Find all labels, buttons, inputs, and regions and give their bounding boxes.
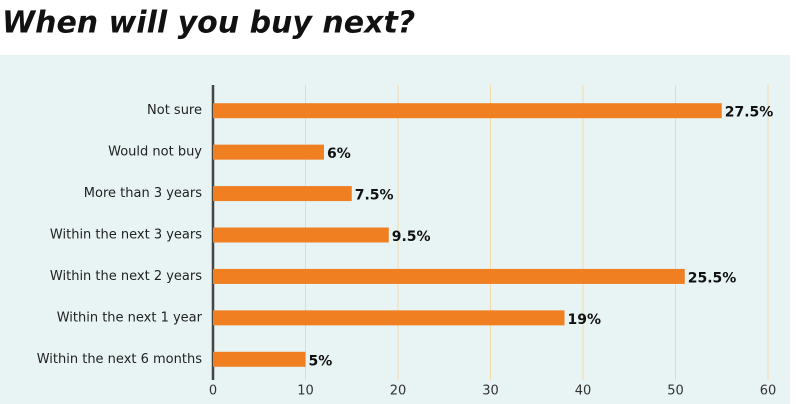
x-tick-label: 30 [482, 384, 499, 399]
x-tick-label: 40 [575, 384, 592, 399]
bar [213, 144, 324, 160]
bar [213, 103, 722, 119]
category-label: Not sure [147, 103, 202, 118]
x-tick-label: 50 [667, 384, 684, 399]
category-label: Within the next 3 years [50, 228, 202, 243]
bar [213, 268, 685, 284]
x-tick-label: 10 [297, 384, 314, 399]
value-label: 6% [327, 146, 351, 162]
bar [213, 186, 352, 202]
category-label: Would not buy [108, 145, 202, 160]
value-label: 7.5% [355, 188, 394, 204]
category-label: More than 3 years [84, 186, 202, 201]
value-label: 25.5% [688, 270, 737, 286]
bar [213, 310, 565, 326]
category-label: Within the next 2 years [50, 269, 202, 284]
x-tick-label: 60 [760, 384, 777, 399]
value-label: 5% [309, 353, 333, 369]
category-label: Within the next 1 year [57, 310, 203, 325]
x-tick-label: 20 [390, 384, 407, 399]
chart-title: When will you buy next? [2, 6, 415, 41]
value-label: 27.5% [725, 105, 774, 121]
bar [213, 351, 306, 367]
x-tick-label: 0 [209, 384, 217, 399]
value-label: 9.5% [392, 229, 431, 245]
bar [213, 227, 389, 243]
category-label: Within the next 6 months [37, 352, 202, 367]
value-label: 19% [568, 312, 602, 328]
